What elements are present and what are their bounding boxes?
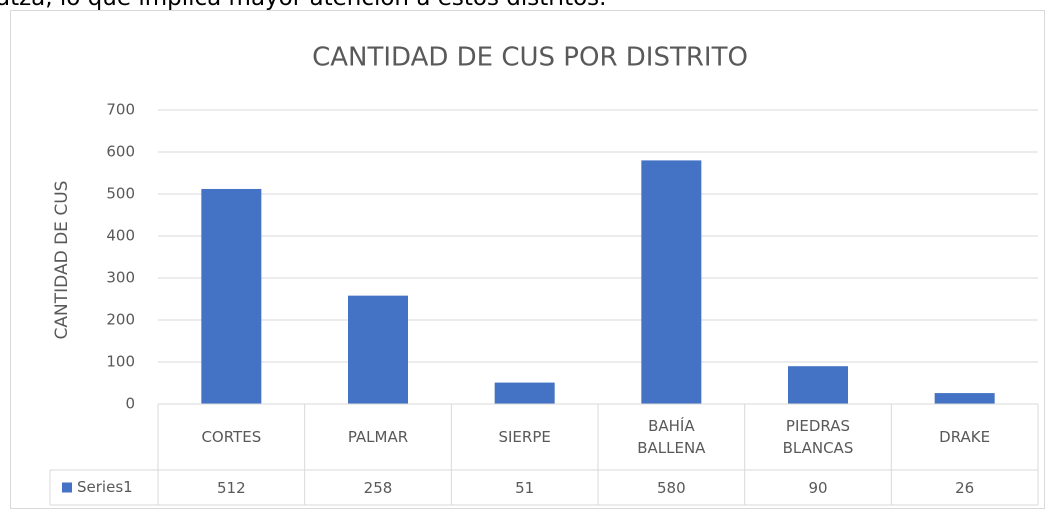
bar	[641, 160, 702, 404]
y-tick-label: 400	[106, 227, 135, 245]
x-tick-label: PIEDRAS BLANCAS	[782, 417, 854, 457]
table-value: 258	[363, 478, 393, 497]
table-value: 580	[657, 478, 686, 497]
y-tick-label: 500	[106, 185, 135, 203]
bar	[934, 393, 995, 404]
x-tick-label: PALMAR	[347, 428, 409, 446]
x-tick-label: CORTES	[201, 428, 262, 446]
page-text: atza, lo que implica mayor atención a es…	[0, 0, 606, 11]
chart-border	[10, 10, 1045, 509]
y-tick-label: 700	[106, 101, 135, 119]
chart-title: CANTIDAD DE CUS POR DISTRITO	[312, 43, 748, 73]
x-tick-label: BAHÍA BALLENA	[637, 417, 706, 457]
x-tick-label: DRAKE	[939, 428, 991, 446]
y-tick-label: 200	[106, 311, 135, 329]
y-tick-label: 100	[106, 353, 135, 371]
y-tick-label: 600	[106, 143, 135, 161]
bar	[494, 382, 555, 404]
legend-swatch	[62, 482, 72, 493]
y-tick-label: 0	[125, 395, 135, 413]
bar	[201, 188, 262, 404]
x-tick-label: SIERPE	[498, 428, 551, 446]
legend-label: Series1	[77, 478, 133, 496]
table-value: 90	[808, 478, 828, 497]
y-axis-label: CANTIDAD DE CUS	[52, 181, 72, 340]
table-value: 512	[217, 478, 246, 497]
y-tick-label: 300	[106, 269, 135, 287]
table-value: 51	[515, 478, 535, 497]
table-value: 26	[955, 478, 975, 497]
bar	[788, 366, 848, 404]
bar	[348, 295, 408, 404]
